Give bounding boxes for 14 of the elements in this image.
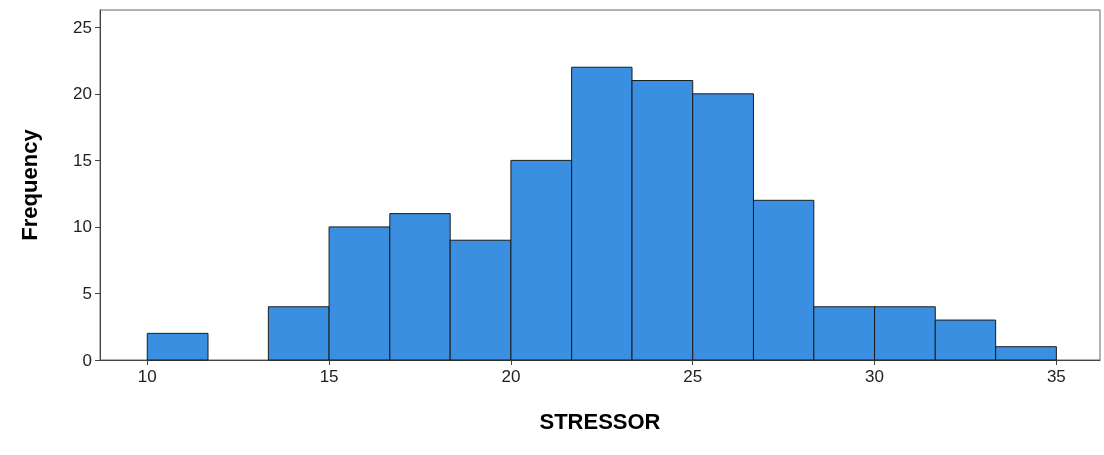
- y-tick-label: 5: [82, 283, 92, 303]
- x-axis-title: STRESSOR: [539, 408, 661, 434]
- y-tick-label: 20: [73, 84, 92, 104]
- y-tick-label: 25: [73, 17, 92, 37]
- x-tick-label: 25: [683, 367, 703, 386]
- y-tick-label: 10: [73, 217, 92, 237]
- x-tick-label: 10: [137, 367, 157, 386]
- x-tick-label: 15: [319, 367, 339, 386]
- x-tick-label: 35: [1046, 367, 1066, 386]
- y-tick-label: 0: [82, 350, 92, 370]
- x-tick-label: 30: [865, 367, 885, 386]
- x-tick-label: 20: [501, 367, 521, 386]
- y-axis-title: Frequency: [16, 128, 42, 241]
- y-tick-label: 15: [73, 150, 92, 170]
